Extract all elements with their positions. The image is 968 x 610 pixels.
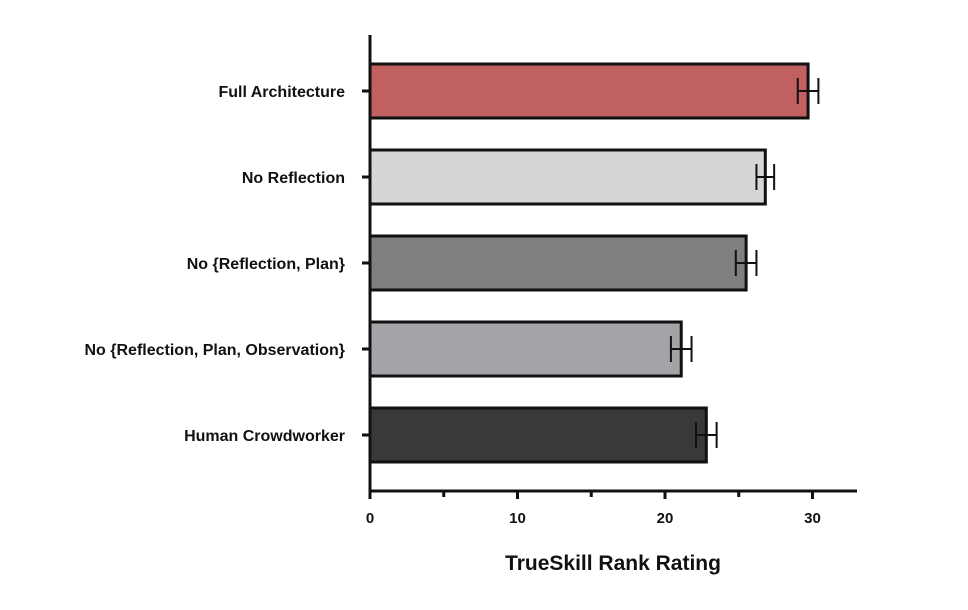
- category-labels-layer: Full Architecture No Reflection No {Reflec…: [85, 84, 346, 445]
- category-label-3: No {Reflection, Plan, Observation}: [85, 342, 346, 359]
- bar-2: [368, 234, 748, 292]
- category-label-0: Full Architecture: [218, 84, 345, 101]
- x-tick-label-2: 20: [657, 510, 674, 527]
- error-bar-2: [734, 250, 758, 276]
- bars-layer: [368, 62, 810, 464]
- error-bar-0: [796, 78, 820, 104]
- category-label-2: No {Reflection, Plan}: [187, 256, 345, 273]
- bar-0: [368, 62, 810, 120]
- error-bar-3: [669, 336, 693, 362]
- error-bar-4: [694, 422, 718, 448]
- x-tick-label-1: 10: [509, 510, 526, 527]
- category-label-1: No Reflection: [242, 170, 345, 187]
- category-label-4: Human Crowdworker: [184, 428, 345, 445]
- bar-3: [368, 320, 683, 378]
- x-axis-title: TrueSkill Rank Rating: [505, 552, 721, 575]
- bar-1: [368, 148, 767, 206]
- bar-4: [368, 406, 708, 464]
- x-tick-label-0: 0: [366, 510, 374, 527]
- error-bar-1: [755, 164, 776, 190]
- x-tick-label-3: 30: [804, 510, 821, 527]
- error-bars-layer: [669, 78, 820, 448]
- x-ticks-layer: 0 10 20 30: [362, 89, 821, 527]
